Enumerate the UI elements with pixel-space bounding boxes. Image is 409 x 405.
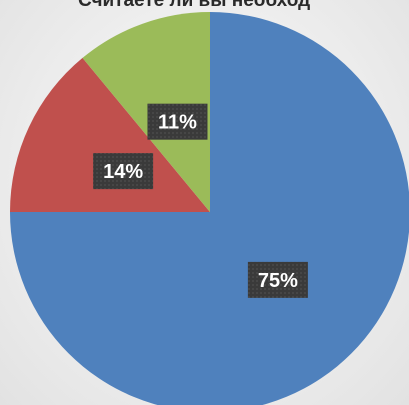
slice-75 <box>10 12 409 405</box>
pie-slices <box>10 12 409 405</box>
data-label-text: 11% <box>158 112 197 134</box>
data-label-text: 14% <box>103 161 143 183</box>
data-label-slice-11: 11% <box>147 103 208 140</box>
data-label-slice-14: 14% <box>93 153 154 190</box>
data-label-slice-75: 75% <box>247 261 308 298</box>
chart-title: Считаете ли вы необход <box>78 0 311 11</box>
slice-14 <box>10 57 210 212</box>
slice-11 <box>82 12 210 212</box>
data-label-text: 75% <box>258 270 298 292</box>
data-label-background <box>93 153 154 190</box>
pie-labels: 75% 14% 11% <box>93 103 308 298</box>
data-label-background <box>247 261 308 298</box>
data-label-background <box>147 103 208 140</box>
